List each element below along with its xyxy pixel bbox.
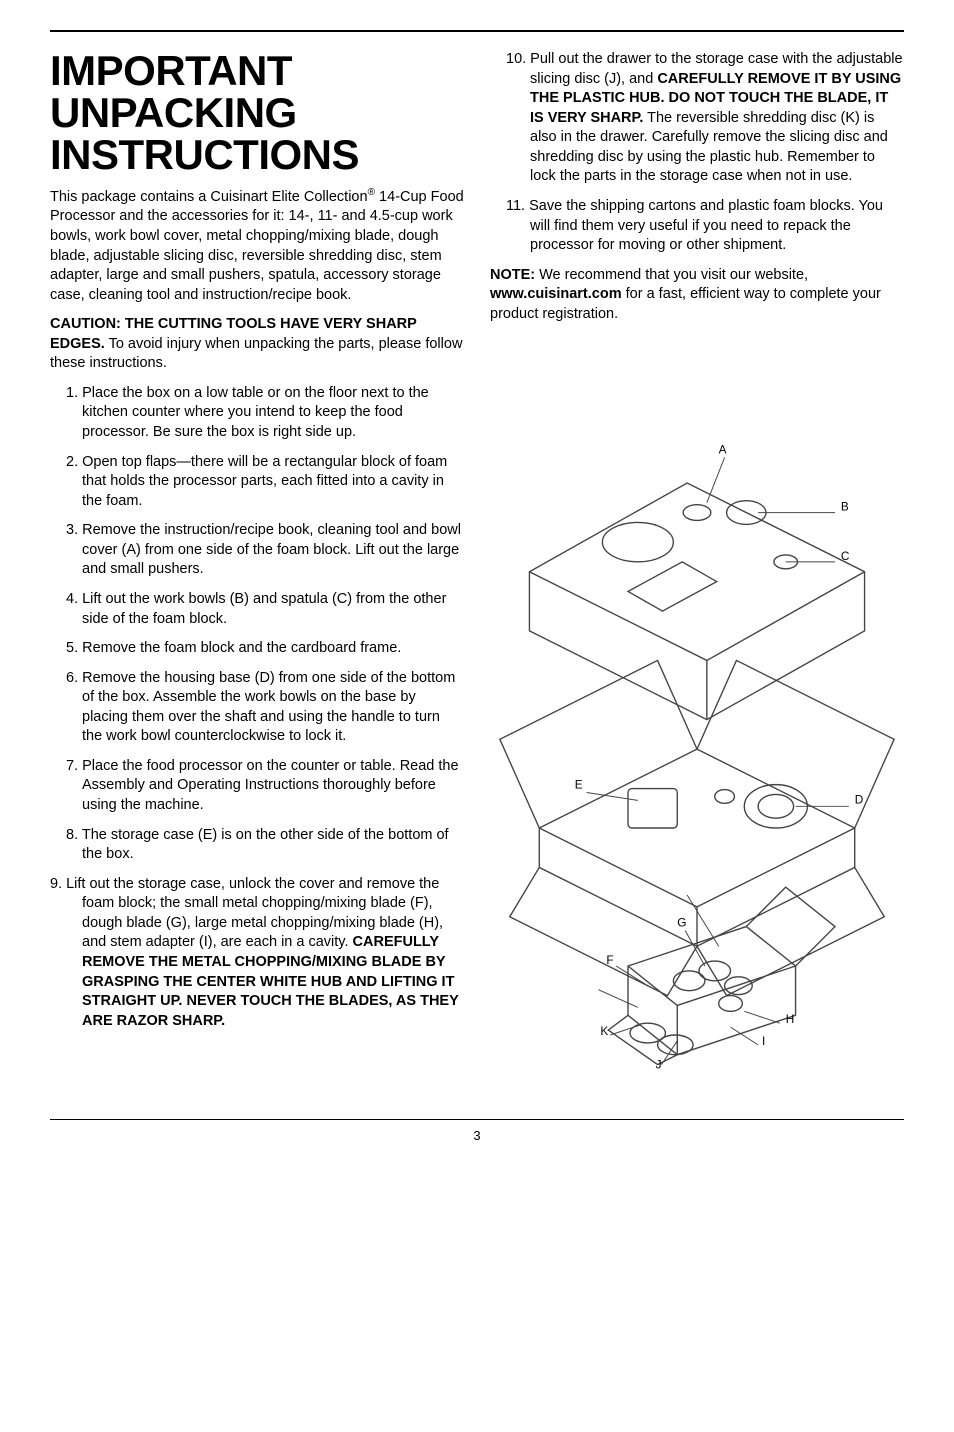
- svg-text:I: I: [762, 1034, 765, 1048]
- list-item: 7. Place the food processor on the count…: [66, 757, 464, 816]
- item-9: 9. Lift out the storage case, unlock the…: [50, 875, 464, 1032]
- item-num: 6.: [66, 670, 78, 686]
- svg-text:G: G: [677, 916, 686, 930]
- svg-text:K: K: [600, 1024, 608, 1038]
- caution-rest: To avoid injury when unpacking the parts…: [50, 336, 462, 372]
- item-num: 3.: [66, 522, 78, 538]
- svg-text:D: D: [855, 793, 864, 807]
- list-item: 1. Place the box on a low table or on th…: [66, 384, 464, 443]
- note-bold: NOTE:: [490, 267, 535, 283]
- top-rule: [50, 30, 904, 32]
- right-column: 10. Pull out the drawer to the storage c…: [490, 50, 904, 1099]
- list-item: 10. Pull out the drawer to the storage c…: [506, 50, 904, 187]
- svg-text:E: E: [575, 778, 583, 792]
- instruction-list-continued: 10. Pull out the drawer to the storage c…: [490, 50, 904, 256]
- svg-text:F: F: [606, 953, 613, 967]
- left-column: IMPORTANT UNPACKING INSTRUCTIONS This pa…: [50, 50, 464, 1099]
- item-text: Remove the instruction/recipe book, clea…: [78, 522, 461, 577]
- svg-text:B: B: [841, 500, 849, 514]
- list-item: 4. Lift out the work bowls (B) and spatu…: [66, 590, 464, 629]
- note-site: www.cuisinart.com: [490, 286, 622, 302]
- caution-paragraph: CAUTION: THE CUTTING TOOLS HAVE VERY SHA…: [50, 315, 464, 374]
- note-paragraph: NOTE: We recommend that you visit our we…: [490, 266, 904, 325]
- item-text: Remove the housing base (D) from one sid…: [78, 670, 455, 745]
- item-text: Lift out the work bowls (B) and spatula …: [78, 591, 446, 627]
- intro-pre: This package contains a Cuisinart Elite …: [50, 189, 368, 205]
- item-num: 1.: [66, 385, 78, 401]
- note-mid: We recommend that you visit our website,: [535, 267, 808, 283]
- item-text: Open top flaps—there will be a rectangul…: [78, 454, 447, 509]
- intro-post: 14-Cup Food Processor and the accessorie…: [50, 189, 464, 303]
- svg-text:A: A: [719, 443, 727, 457]
- svg-text:J: J: [656, 1058, 662, 1072]
- item-num: 7.: [66, 758, 78, 774]
- list-item: 11. Save the shipping cartons and plasti…: [506, 197, 904, 256]
- title-line-1: IMPORTANT UNPACKING: [50, 47, 297, 136]
- page-number: 3: [50, 1128, 904, 1143]
- list-item: 5. Remove the foam block and the cardboa…: [66, 639, 464, 659]
- page-title: IMPORTANT UNPACKING INSTRUCTIONS: [50, 50, 464, 176]
- item-num: 5.: [66, 640, 78, 656]
- list-item: 2. Open top flaps—there will be a rectan…: [66, 453, 464, 512]
- two-column-layout: IMPORTANT UNPACKING INSTRUCTIONS This pa…: [50, 50, 904, 1099]
- item-text: The storage case (E) is on the other sid…: [78, 827, 449, 863]
- instruction-list: 1. Place the box on a low table or on th…: [50, 384, 464, 865]
- registered-mark: ®: [368, 187, 375, 198]
- item-text: Place the food processor on the counter …: [78, 758, 458, 813]
- diagram-svg: A B C E D F G H I J K: [490, 414, 904, 1094]
- item-text: Remove the foam block and the cardboard …: [78, 640, 401, 656]
- bottom-rule: [50, 1119, 904, 1120]
- item-num: 8.: [66, 827, 78, 843]
- list-item: 3. Remove the instruction/recipe book, c…: [66, 521, 464, 580]
- list-item: 6. Remove the housing base (D) from one …: [66, 669, 464, 747]
- list-item: 8. The storage case (E) is on the other …: [66, 826, 464, 865]
- svg-text:H: H: [786, 1012, 795, 1026]
- item-num: 2.: [66, 454, 78, 470]
- svg-text:C: C: [841, 549, 850, 563]
- title-line-2: INSTRUCTIONS: [50, 131, 359, 178]
- item-text: Place the box on a low table or on the f…: [78, 385, 429, 440]
- parts-diagram: A B C E D F G H I J K: [490, 414, 904, 1099]
- item11-text: 11. Save the shipping cartons and plasti…: [506, 198, 883, 253]
- item-num: 4.: [66, 591, 78, 607]
- intro-paragraph: This package contains a Cuisinart Elite …: [50, 186, 464, 305]
